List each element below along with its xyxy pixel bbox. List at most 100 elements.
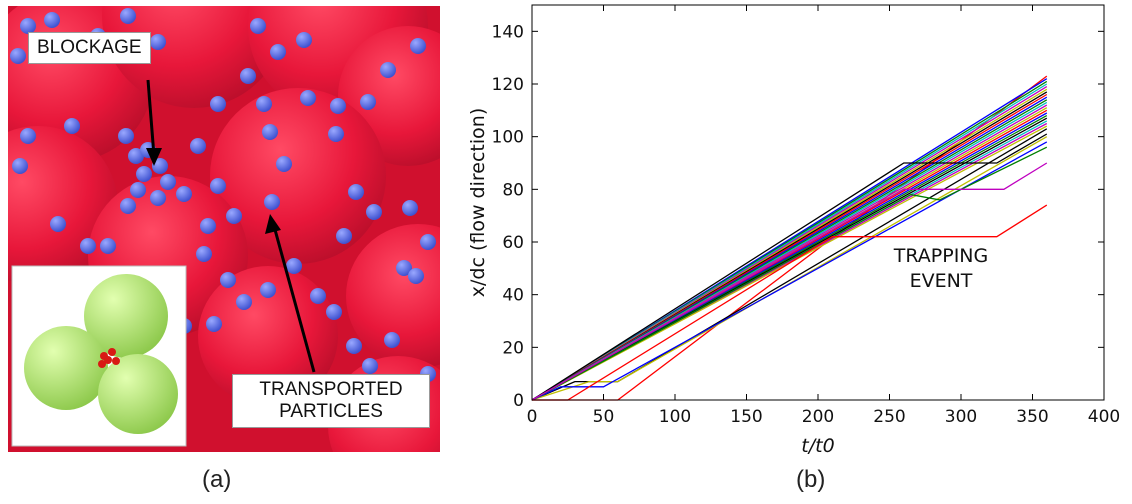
trapping-event-annotation-line1: TRAPPING	[893, 245, 989, 267]
transported-particle	[100, 238, 116, 254]
transported-particles-label-line2: PARTICLES	[279, 401, 383, 422]
transported-particle	[220, 272, 236, 288]
transported-particle	[286, 258, 302, 274]
transported-particle	[160, 174, 176, 190]
transported-particle	[10, 48, 26, 64]
transported-particle	[118, 128, 134, 144]
y-tick-label: 80	[502, 180, 524, 200]
transported-particle	[80, 238, 96, 254]
y-tick-label: 100	[492, 128, 524, 148]
transport-arrow	[272, 225, 316, 373]
x-tick-label: 100	[659, 407, 691, 427]
trapping-event-annotation-line2: EVENT	[910, 270, 973, 292]
transported-particle	[270, 44, 286, 60]
transported-particle	[380, 62, 396, 78]
axes-layer: 0 50 100 150 200 250 300 350 400 0 20 40 60 80 100 120 1…	[467, 4, 1120, 457]
x-tick-label: 200	[802, 407, 834, 427]
transported-particle	[336, 228, 352, 244]
chart-svg: 0 50 100 150 200 250 300 350 400 0 20 40 60 80 100 120 1…	[467, 4, 1120, 457]
transported-particle	[402, 200, 418, 216]
x-tick-label: 50	[593, 407, 615, 427]
transported-particle	[362, 358, 378, 374]
transported-particle	[256, 96, 272, 112]
transported-particle	[264, 194, 280, 210]
transported-particle	[236, 294, 252, 310]
panel-b-caption: (b)	[796, 466, 826, 493]
transported-particles-label-line1: TRANSPORTED	[259, 379, 403, 400]
transported-particles-label: TRANSPORTED PARTICLES	[232, 374, 430, 428]
porous-media-render: BLOCKAGE TRANSPORTED PARTICLES	[8, 6, 440, 452]
transported-particle	[408, 268, 424, 284]
y-tick-label: 20	[502, 338, 524, 358]
transported-particle	[200, 218, 216, 234]
x-tick-label: 300	[945, 407, 977, 427]
transported-particle	[64, 118, 80, 134]
transported-particle	[360, 94, 376, 110]
plot-frame	[531, 4, 1105, 401]
transported-particle	[262, 124, 278, 140]
transported-particle	[196, 246, 212, 262]
transported-particle	[120, 8, 136, 24]
series-line-26	[531, 162, 1048, 401]
transported-particle	[366, 204, 382, 220]
transported-particle	[44, 12, 60, 28]
transported-particle	[176, 186, 192, 202]
transported-particle	[150, 34, 166, 50]
transported-particle	[346, 338, 362, 354]
series-line-25	[531, 133, 1048, 401]
transported-particle	[150, 190, 166, 206]
transported-particle	[20, 18, 36, 34]
transported-particle	[12, 158, 28, 174]
transported-particle	[410, 38, 426, 54]
transported-particle	[328, 126, 344, 142]
inset-trimer	[11, 265, 187, 447]
transported-particle	[130, 182, 146, 198]
transported-particle	[128, 148, 144, 164]
transported-particle	[210, 178, 226, 194]
y-tick-label: 140	[492, 22, 524, 42]
grain-sphere	[198, 266, 338, 406]
y-axis-label: x/dc (flow direction)	[467, 108, 489, 297]
y-tick-label: 40	[502, 286, 524, 306]
y-tick-label: 0	[513, 391, 524, 411]
transported-particle	[296, 32, 312, 48]
series-line-27	[532, 204, 1048, 401]
x-tick-label: 350	[1016, 407, 1048, 427]
y-tick-label: 60	[502, 233, 524, 253]
transported-particle	[190, 138, 206, 154]
transported-particle	[136, 166, 152, 182]
transported-particle	[310, 288, 326, 304]
transported-particle	[206, 316, 222, 332]
x-axis-label: t/t0	[801, 435, 834, 457]
transported-particle	[260, 282, 276, 298]
transported-particle	[120, 198, 136, 214]
grain-sphere	[346, 224, 440, 368]
blockage-arrowhead	[146, 148, 162, 166]
transported-particle	[330, 98, 346, 114]
y-tick-label: 120	[492, 75, 524, 95]
transported-particle	[326, 304, 342, 320]
transported-particle	[348, 184, 364, 200]
x-tick-label: 250	[873, 407, 905, 427]
trajectory-chart: 0 50 100 150 200 250 300 350 400 0 20 40 60 80 100 120 1…	[460, 0, 1132, 460]
transported-particle	[384, 332, 400, 348]
series-line-22	[531, 136, 1048, 401]
x-tick-label: 0	[527, 407, 538, 427]
blockage-label: BLOCKAGE	[28, 32, 151, 64]
panel-a-caption: (a)	[202, 466, 232, 493]
transported-particle	[226, 208, 242, 224]
transported-particle	[420, 234, 436, 250]
transported-particle	[276, 156, 292, 172]
transported-particle	[152, 158, 168, 174]
x-tick-label: 400	[1088, 407, 1120, 427]
grain-packing-image	[8, 6, 440, 452]
blockage-arrow	[146, 79, 156, 157]
transported-particle	[210, 96, 226, 112]
series-line-23	[531, 141, 1048, 401]
series-line-24	[531, 146, 1048, 401]
transported-particle	[300, 90, 316, 106]
transported-particle	[396, 260, 412, 276]
transported-particle	[20, 128, 36, 144]
series-layer	[531, 75, 1048, 401]
transport-arrowhead	[265, 214, 281, 234]
